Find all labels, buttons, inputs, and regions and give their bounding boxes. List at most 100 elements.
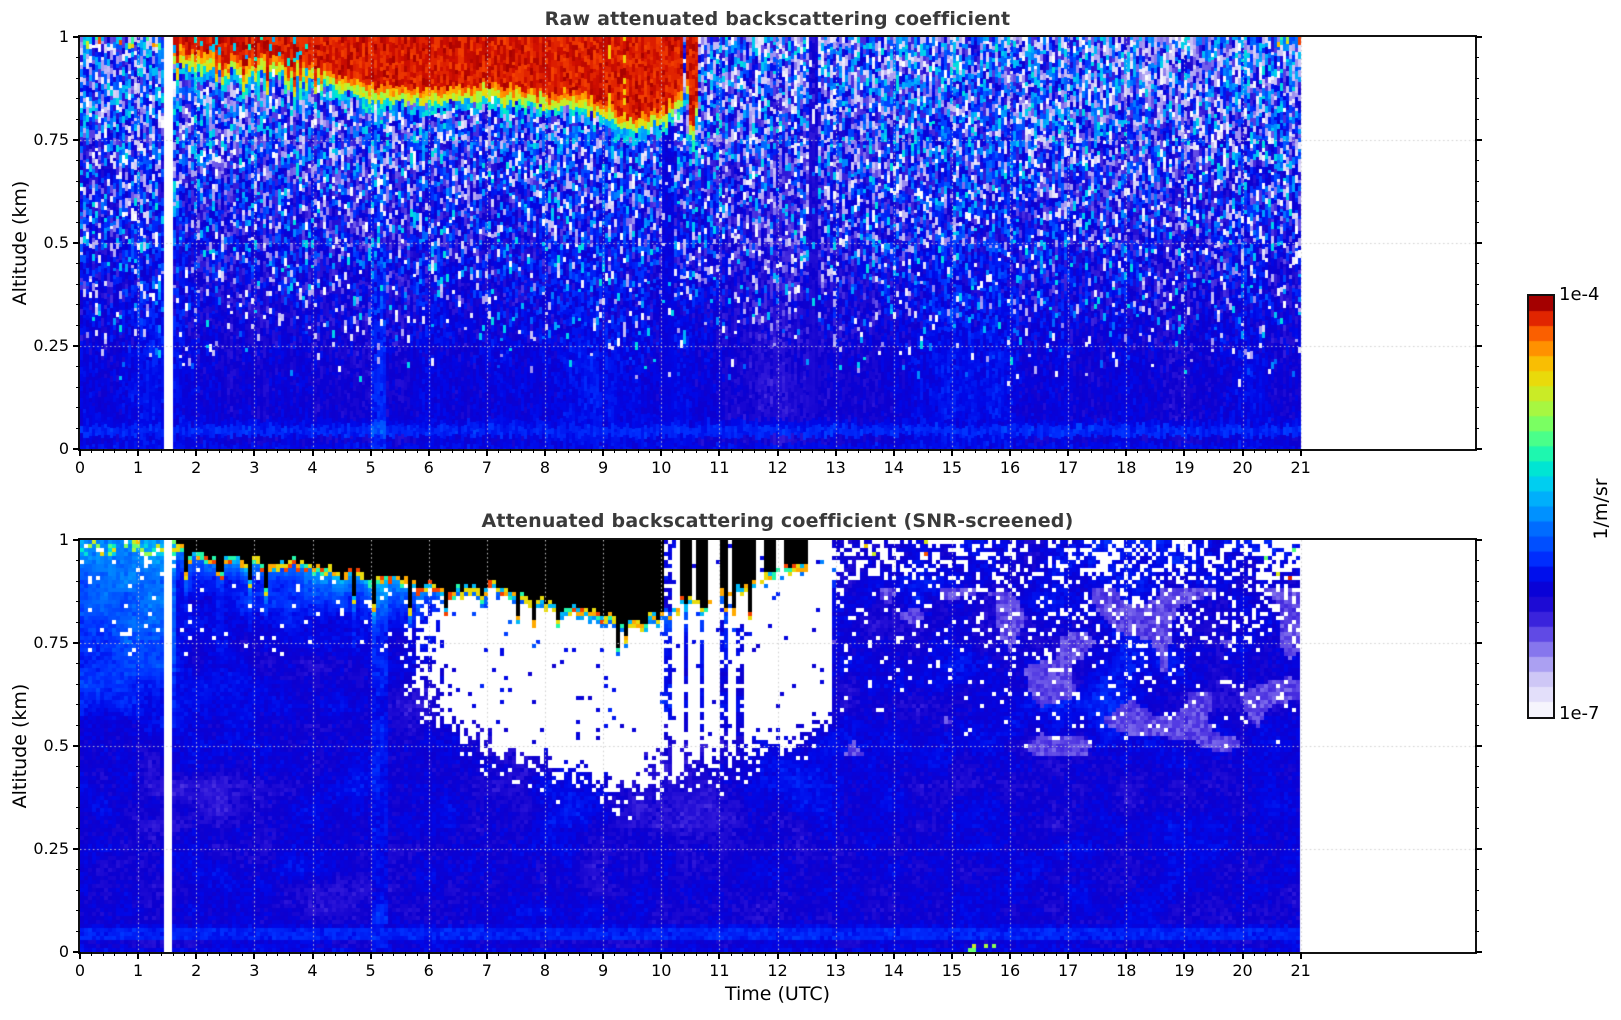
x-minor-tick-mark — [358, 952, 360, 956]
y-minor-tick-mark — [1475, 77, 1479, 79]
x-minor-tick-mark — [172, 952, 174, 956]
x-minor-tick-mark — [509, 952, 511, 956]
x-minor-tick-mark — [1160, 952, 1162, 956]
y-minor-tick-mark — [76, 560, 80, 562]
y-tick-mark — [73, 242, 80, 244]
x-minor-tick-mark — [625, 449, 627, 453]
x-minor-tick-mark — [1218, 952, 1220, 956]
colorbar-max-label: 1e-4 — [1559, 284, 1600, 305]
x-minor-tick-mark — [416, 952, 418, 956]
x-minor-tick-mark — [672, 952, 674, 956]
y-minor-tick-mark — [1475, 704, 1479, 706]
y-minor-tick-mark — [76, 580, 80, 582]
x-tick-mark — [485, 952, 488, 959]
x-minor-tick-mark — [1090, 449, 1092, 453]
x-minor-tick-mark — [532, 952, 534, 956]
x-minor-tick-mark — [858, 952, 860, 956]
colorbar-min-label: 1e-7 — [1559, 703, 1600, 724]
x-minor-tick-mark — [939, 449, 941, 453]
x-minor-tick-mark — [393, 952, 395, 956]
x-minor-tick-mark — [242, 952, 244, 956]
x-minor-tick-mark — [881, 449, 883, 453]
x-minor-tick-mark — [1114, 449, 1116, 453]
y-minor-tick-mark — [1475, 427, 1479, 429]
x-minor-tick-mark — [149, 449, 151, 453]
x-tick-label: 12 — [767, 458, 788, 477]
x-minor-tick-mark — [265, 449, 267, 453]
y-minor-tick-mark — [76, 366, 80, 368]
x-tick-mark — [369, 449, 372, 456]
x-minor-tick-mark — [858, 449, 860, 453]
y-tick-mark — [1475, 36, 1482, 38]
x-tick-mark — [253, 449, 256, 456]
x-tick-label: 5 — [365, 961, 376, 980]
y-minor-tick-mark — [1475, 766, 1479, 768]
x-minor-tick-mark — [405, 952, 406, 956]
raw-heatmap-canvas — [80, 37, 1475, 449]
x-tick-label: 3 — [249, 458, 260, 477]
x-tick-label: 18 — [1116, 961, 1137, 980]
x-minor-tick-mark — [230, 952, 232, 956]
x-minor-tick-mark — [591, 449, 592, 453]
y-tick-mark — [73, 36, 80, 38]
x-tick-label: 17 — [1057, 961, 1079, 980]
x-minor-tick-mark — [1288, 952, 1290, 956]
y-minor-tick-mark — [76, 221, 80, 223]
xlabel: Time (UTC) — [724, 983, 831, 1005]
y-minor-tick-mark — [76, 427, 80, 429]
x-tick-mark — [892, 449, 895, 456]
x-tick-label: 10 — [651, 961, 672, 980]
x-minor-tick-mark — [928, 449, 930, 453]
y-minor-tick-mark — [76, 324, 80, 326]
x-minor-tick-mark — [788, 449, 790, 453]
x-minor-tick-mark — [742, 449, 744, 453]
x-minor-tick-mark — [556, 449, 558, 453]
x-tick-mark — [602, 449, 605, 456]
x-minor-tick-mark — [579, 449, 581, 453]
y-tick-mark — [73, 642, 80, 644]
x-minor-tick-mark — [1195, 952, 1197, 956]
y-minor-tick-mark — [76, 386, 80, 388]
x-minor-tick-mark — [381, 449, 383, 453]
x-minor-tick-mark — [474, 449, 476, 453]
y-tick-mark — [73, 345, 80, 347]
y-tick-mark — [1475, 539, 1482, 541]
x-minor-tick-mark — [881, 952, 883, 956]
y-minor-tick-mark — [1475, 221, 1479, 223]
y-minor-tick-mark — [76, 160, 80, 162]
x-tick-mark — [776, 952, 779, 959]
panel2-title: Attenuated backscattering coefficient (S… — [481, 510, 1074, 532]
y-minor-tick-mark — [76, 201, 80, 203]
x-minor-tick-mark — [439, 449, 441, 453]
y-tick-label: 0.5 — [43, 736, 69, 755]
y-tick-mark — [1475, 242, 1482, 244]
x-tick-label: 12 — [767, 961, 788, 980]
x-minor-tick-mark — [1265, 952, 1267, 956]
y-minor-tick-mark — [76, 786, 80, 788]
y-tick-mark — [1475, 745, 1482, 747]
x-minor-tick-mark — [579, 952, 581, 956]
y-tick-mark — [1475, 951, 1482, 953]
y-minor-tick-mark — [76, 304, 80, 306]
x-minor-tick-mark — [277, 449, 279, 453]
y-minor-tick-mark — [76, 910, 80, 912]
x-tick-mark — [544, 449, 546, 456]
x-minor-tick-mark — [1253, 449, 1255, 453]
y-minor-tick-mark — [1475, 560, 1479, 562]
y-minor-tick-mark — [1475, 201, 1479, 203]
y-minor-tick-mark — [1475, 180, 1479, 182]
x-tick-mark — [427, 952, 430, 959]
y-minor-tick-mark — [1475, 889, 1479, 891]
y-tick-mark — [73, 848, 80, 850]
x-tick-label: 16 — [999, 458, 1021, 477]
x-minor-tick-mark — [997, 952, 999, 956]
x-minor-tick-mark — [207, 449, 209, 453]
x-minor-tick-mark — [870, 449, 871, 453]
x-minor-tick-mark — [288, 449, 290, 453]
x-minor-tick-mark — [1044, 952, 1046, 956]
y-tick-label: 1 — [58, 530, 69, 549]
x-tick-mark — [1299, 952, 1302, 959]
x-minor-tick-mark — [451, 449, 453, 453]
y-minor-tick-mark — [1475, 98, 1479, 100]
x-tick-label: 14 — [883, 961, 904, 980]
